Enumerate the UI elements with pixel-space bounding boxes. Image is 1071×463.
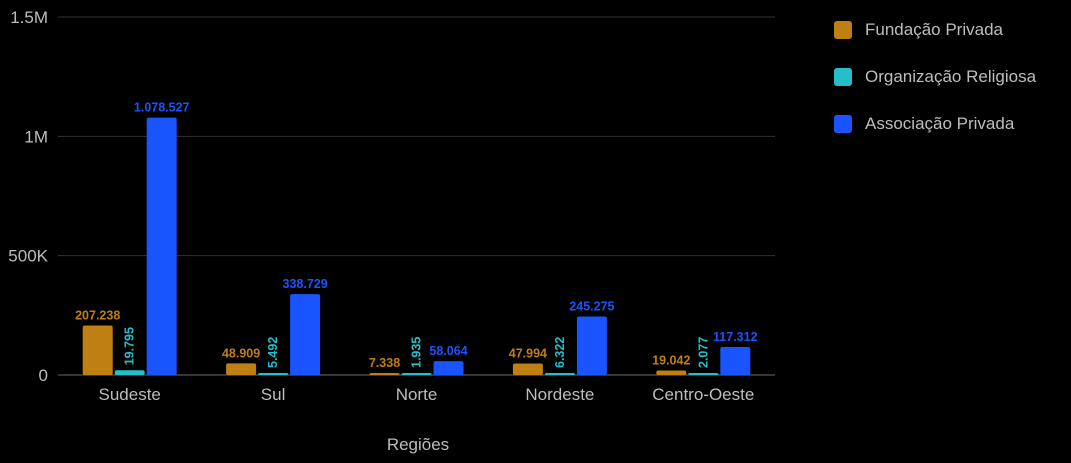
y-tick-label: 1.5M: [10, 8, 48, 27]
data-label: 58.064: [429, 344, 467, 358]
legend-label: Fundação Privada: [865, 20, 1003, 39]
data-label: 1.078.527: [134, 101, 190, 115]
bar[interactable]: [656, 370, 687, 375]
legend-item[interactable]: Associação Privada: [834, 108, 1036, 140]
bar[interactable]: [290, 294, 321, 375]
data-label: 1.935: [410, 337, 424, 368]
data-label: 6.322: [553, 337, 567, 368]
legend-label: Associação Privada: [865, 114, 1015, 133]
bar[interactable]: [146, 117, 177, 375]
data-label: 338.729: [283, 277, 328, 291]
data-label: 19.042: [652, 353, 690, 367]
y-axis-ticks: 0 500K 1M 1.5M: [8, 8, 48, 385]
y-tick-label: 1M: [24, 127, 48, 146]
legend-label: Organização Religiosa: [865, 67, 1037, 86]
bar[interactable]: [258, 373, 289, 375]
data-label: 5.492: [266, 337, 280, 368]
bar[interactable]: [401, 373, 432, 375]
x-tick-label: Sudeste: [99, 385, 161, 404]
y-tick-label: 500K: [8, 247, 48, 266]
x-tick-label: Norte: [396, 385, 438, 404]
bar[interactable]: [114, 370, 145, 375]
data-label: 245.275: [569, 299, 614, 313]
data-label: 47.994: [509, 347, 547, 361]
x-tick-label: Sul: [261, 385, 286, 404]
legend-item[interactable]: Fundação Privada: [834, 14, 1036, 46]
x-tick-label: Centro-Oeste: [652, 385, 754, 404]
data-label: 7.338: [369, 356, 400, 370]
bar[interactable]: [226, 363, 257, 375]
bar[interactable]: [720, 347, 751, 375]
data-label: 2.077: [696, 337, 710, 368]
legend-swatch: [834, 68, 852, 86]
bar[interactable]: [433, 361, 464, 375]
data-label: 207.238: [75, 309, 120, 323]
bars: [82, 117, 751, 375]
x-axis-ticks: Sudeste Sul Norte Nordeste Centro-Oeste: [99, 385, 755, 404]
bar[interactable]: [544, 373, 575, 375]
data-label: 19.795: [123, 327, 137, 365]
bar[interactable]: [369, 373, 400, 375]
bar[interactable]: [576, 316, 607, 375]
y-tick-label: 0: [39, 366, 48, 385]
bar[interactable]: [82, 325, 113, 375]
bar[interactable]: [512, 363, 543, 375]
legend-swatch: [834, 21, 852, 39]
legend-swatch: [834, 115, 852, 133]
data-label: 48.909: [222, 346, 260, 360]
data-label: 117.312: [713, 330, 758, 344]
legend-item[interactable]: Organização Religiosa: [834, 61, 1036, 93]
x-tick-label: Nordeste: [525, 385, 594, 404]
legend: Fundação Privada Organização Religiosa Ass…: [834, 14, 1036, 155]
bar[interactable]: [688, 373, 719, 375]
x-axis-title: Regiões: [387, 435, 449, 454]
